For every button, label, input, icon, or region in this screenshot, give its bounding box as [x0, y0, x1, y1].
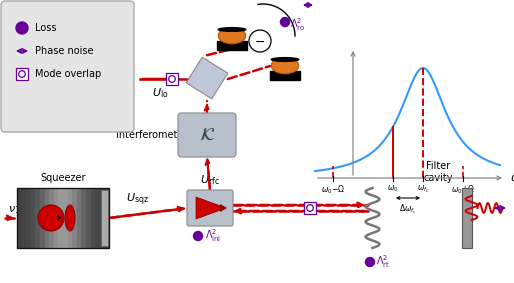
Bar — [95, 188, 100, 248]
Text: Interferometer: Interferometer — [116, 130, 188, 140]
Text: $\omega_0{-}\Omega$: $\omega_0{-}\Omega$ — [321, 183, 345, 196]
Ellipse shape — [218, 28, 246, 31]
Bar — [86, 188, 90, 248]
Bar — [270, 71, 300, 80]
Text: $U_{\rm rfc}$: $U_{\rm rfc}$ — [200, 173, 220, 187]
Ellipse shape — [271, 57, 299, 74]
Bar — [81, 188, 86, 248]
Text: $\Delta\omega_{f_c}$: $\Delta\omega_{f_c}$ — [399, 202, 417, 216]
Circle shape — [193, 231, 203, 241]
Circle shape — [169, 76, 175, 82]
Text: $\omega_0$: $\omega_0$ — [387, 183, 399, 194]
Circle shape — [281, 18, 289, 27]
Text: Squeezer: Squeezer — [40, 173, 86, 183]
Text: $U_{\rm lo}$: $U_{\rm lo}$ — [152, 86, 168, 100]
Bar — [26, 188, 31, 248]
Circle shape — [19, 71, 25, 77]
Text: $\Lambda_{\rm ini}^2$: $\Lambda_{\rm ini}^2$ — [205, 228, 221, 245]
Bar — [462, 188, 471, 248]
Bar — [90, 188, 95, 248]
Text: $\omega$: $\omega$ — [510, 173, 514, 183]
Circle shape — [16, 22, 28, 34]
Bar — [68, 188, 72, 248]
Bar — [17, 188, 22, 248]
Bar — [166, 73, 178, 85]
FancyBboxPatch shape — [178, 113, 236, 157]
FancyBboxPatch shape — [187, 190, 233, 226]
Bar — [104, 188, 109, 248]
Bar — [22, 188, 26, 248]
Bar — [59, 188, 63, 248]
Bar — [40, 188, 45, 248]
Circle shape — [365, 258, 375, 267]
Text: $\omega_{f_C}$: $\omega_{f_C}$ — [416, 183, 429, 194]
Text: $-$: $-$ — [254, 35, 266, 48]
Bar — [45, 188, 49, 248]
Text: $\omega_0{+}\Omega$: $\omega_0{+}\Omega$ — [451, 183, 475, 196]
Ellipse shape — [218, 27, 246, 44]
FancyBboxPatch shape — [1, 1, 134, 132]
Bar — [72, 188, 77, 248]
Bar — [49, 188, 54, 248]
Circle shape — [307, 205, 314, 211]
Bar — [54, 188, 59, 248]
Bar — [16, 68, 28, 80]
Bar — [63, 188, 68, 248]
Circle shape — [249, 30, 271, 52]
Bar — [35, 188, 40, 248]
Ellipse shape — [271, 58, 299, 61]
Ellipse shape — [65, 205, 75, 231]
Text: Mode overlap: Mode overlap — [35, 69, 101, 79]
Text: $\mathcal{K}$: $\mathcal{K}$ — [199, 126, 215, 144]
Text: $\Lambda_{\rm rt}^2$: $\Lambda_{\rm rt}^2$ — [376, 254, 390, 270]
Polygon shape — [196, 197, 226, 219]
Bar — [304, 202, 316, 214]
Bar — [100, 188, 104, 248]
Text: Filter
cavity: Filter cavity — [423, 161, 453, 183]
Bar — [217, 41, 247, 50]
Bar — [17, 188, 109, 248]
Bar — [31, 188, 35, 248]
Bar — [77, 188, 81, 248]
Bar — [101, 190, 108, 246]
Circle shape — [38, 205, 64, 231]
Bar — [17, 188, 109, 248]
Text: Phase noise: Phase noise — [35, 46, 94, 56]
Text: $U_{\rm sqz}$: $U_{\rm sqz}$ — [125, 192, 149, 208]
Text: $\Lambda_{\rm ro}^2$: $\Lambda_{\rm ro}^2$ — [290, 17, 305, 33]
Text: $\nu_1$: $\nu_1$ — [8, 204, 21, 216]
Polygon shape — [186, 57, 228, 99]
Polygon shape — [220, 204, 227, 212]
Text: Loss: Loss — [35, 23, 57, 33]
